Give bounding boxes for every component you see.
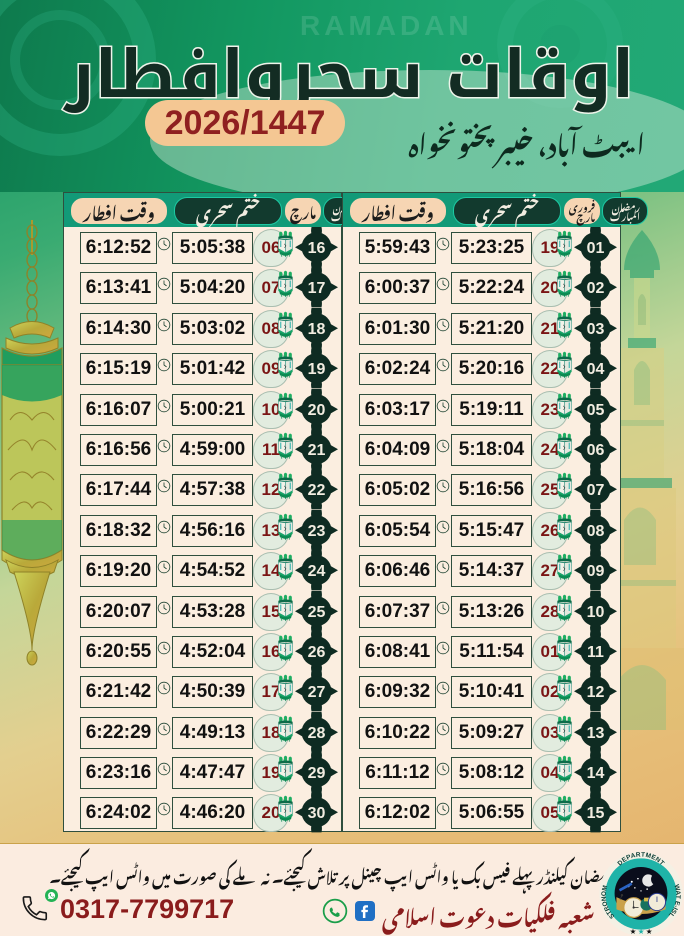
svg-text:04: 04 (587, 361, 605, 378)
svg-text:14: 14 (587, 765, 605, 782)
svg-text:★ ★ ★: ★ ★ ★ (630, 927, 653, 936)
svg-text:30: 30 (308, 806, 326, 823)
svg-text:12: 12 (587, 684, 605, 701)
svg-text:17: 17 (308, 281, 326, 298)
svg-text:10: 10 (587, 604, 605, 621)
svg-text:06: 06 (587, 442, 605, 459)
svg-text:22: 22 (308, 483, 326, 500)
svg-text:02: 02 (587, 281, 605, 298)
svg-text:08: 08 (587, 523, 605, 540)
svg-text:26: 26 (308, 644, 326, 661)
svg-text:24: 24 (308, 563, 326, 580)
svg-text:25: 25 (308, 604, 326, 621)
svg-text:27: 27 (308, 684, 326, 701)
svg-text:11: 11 (587, 644, 604, 661)
svg-text:13: 13 (587, 725, 605, 742)
svg-text:05: 05 (587, 402, 605, 419)
svg-text:18: 18 (308, 321, 326, 338)
svg-text:09: 09 (587, 563, 605, 580)
svg-text:16: 16 (308, 240, 326, 257)
svg-text:15: 15 (587, 806, 605, 823)
svg-text:07: 07 (587, 483, 605, 500)
svg-text:20: 20 (308, 402, 326, 419)
svg-text:03: 03 (587, 321, 605, 338)
svg-text:01: 01 (587, 240, 605, 257)
svg-text:19: 19 (308, 361, 326, 378)
svg-text:23: 23 (308, 523, 326, 540)
svg-text:28: 28 (308, 725, 326, 742)
svg-text:29: 29 (308, 765, 326, 782)
svg-text:21: 21 (308, 442, 326, 459)
